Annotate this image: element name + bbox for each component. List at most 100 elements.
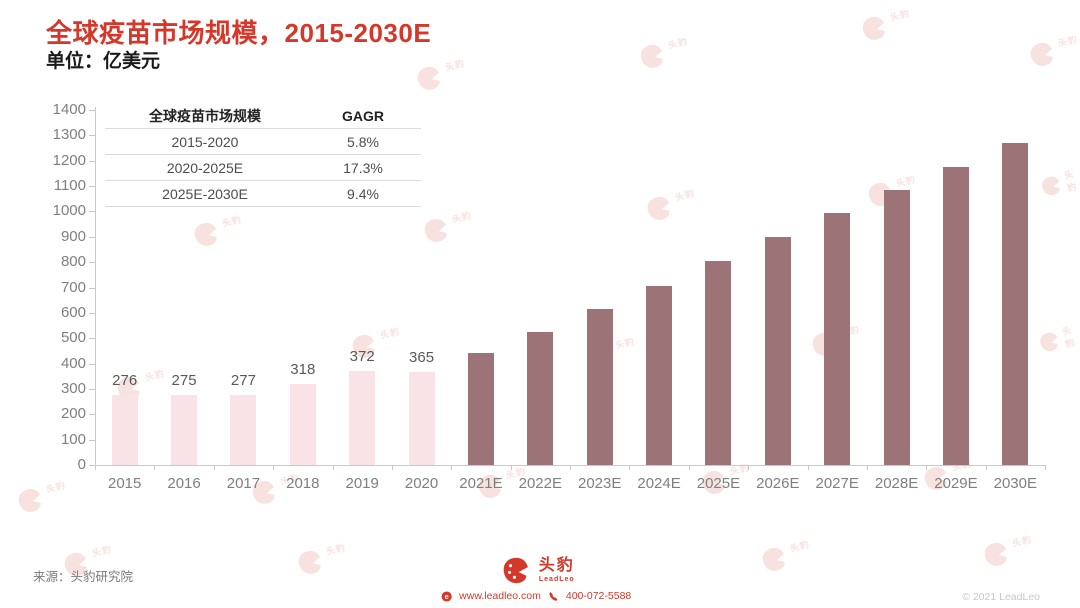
bar-2016 [171,395,198,465]
x-tick-label: 2023E [578,475,622,492]
x-tick [451,465,453,470]
y-tick-label: 700 [60,278,86,296]
y-tick [89,338,95,340]
y-tick-label: 500 [60,329,86,347]
x-tick [510,465,512,470]
y-tick-label: 1200 [52,151,86,169]
leadleo-logo: 头豹 LeadLeo [501,556,575,585]
x-tick-label: 2016 [167,475,201,492]
y-tick [89,186,95,188]
x-tick [154,465,156,470]
x-tick-label: 2024E [637,475,681,492]
x-tick-label: 2027E [815,475,859,492]
y-tick [89,414,95,416]
x-tick [273,465,275,470]
bar-2029E [942,167,969,465]
y-tick-label: 300 [60,379,86,397]
cagr-table-row: 2020-2025E 17.3% [105,155,421,181]
x-tick [1045,465,1046,470]
cagr-table-row: 2015-2020 5.8% [105,129,421,155]
bar-2025E [705,261,732,465]
cagr-table-header-metric: 全球疫苗市场规模 [149,107,261,124]
footer-phone: 400-072-5588 [565,590,632,602]
bar-2030E [1002,143,1029,465]
cagr-table-row: 2025E-2030E 9.4% [105,181,421,207]
x-tick [95,465,96,470]
bar-value-label: 275 [171,372,197,389]
x-tick [391,465,393,470]
y-tick [89,465,95,466]
x-tick-label: 2021E [459,475,503,492]
y-tick [89,262,95,264]
bar-2018 [289,384,316,465]
chart-title: 全球疫苗市场规模，2015-2030E [46,18,432,48]
bar-2017 [230,395,257,465]
y-tick-label: 200 [60,405,86,423]
bar-value-label: 318 [290,361,316,378]
globe-icon: e [441,590,452,602]
x-tick-label: 2015 [108,475,142,492]
y-tick [89,211,95,213]
y-tick-label: 900 [60,227,86,245]
y-tick-label: 1300 [52,126,86,144]
copyright: © 2021 LeadLeo [962,591,1040,603]
y-tick-label: 0 [77,456,86,473]
x-tick-label: 2019 [345,475,379,492]
bar-2024E [646,286,673,465]
cagr-period: 2015-2020 [171,133,239,150]
bar-2021E [467,353,494,465]
bar-2020 [408,372,435,465]
logo-text-en: LeadLeo [538,576,575,583]
x-tick [985,465,987,470]
x-tick-label: 2025E [696,475,741,492]
y-tick-label: 100 [60,430,86,448]
y-tick-label: 1400 [52,101,86,118]
unit-label: 单位：亿美元 [46,51,161,72]
footer-contact: e www.leadleo.com 400-072-5588 [441,590,631,602]
x-tick-label: 2028E [874,475,919,492]
phone-icon [548,591,559,602]
x-tick-label: 2020 [404,475,439,492]
bar-value-label: 276 [112,372,138,389]
bar-2028E [883,190,910,465]
bar-2019 [349,371,376,465]
cagr-value: 9.4% [347,185,379,202]
x-tick [926,465,928,470]
bar-2027E [824,213,851,465]
y-tick [89,363,95,365]
y-tick [89,388,95,390]
y-tick-label: 400 [60,354,86,372]
x-tick [629,465,631,470]
x-tick [570,465,571,470]
y-tick-label: 1000 [52,202,86,220]
y-tick-label: 1100 [53,177,86,195]
y-tick-label: 600 [60,303,86,321]
x-tick [332,465,334,470]
x-tick [213,465,215,470]
cagr-table: 全球疫苗市场规模 GAGR 2015-2020 5.8% 2020-2025E … [105,103,421,207]
y-axis [95,107,96,466]
bar-value-label: 277 [230,372,256,389]
y-tick [89,236,95,238]
bar-2022E [527,332,554,465]
bar-value-label: 372 [349,348,375,365]
cagr-period: 2020-2025E [166,159,244,176]
svg-text:e: e [445,591,449,600]
logo-text-cn: 头豹 [538,557,575,574]
bar-value-label: 365 [409,349,435,366]
y-tick [89,160,95,162]
x-tick [688,465,690,470]
y-tick [89,439,95,441]
x-tick-label: 2022E [518,475,562,492]
bar-2026E [764,237,791,465]
cagr-table-header-gagr: GAGR [342,107,384,124]
x-tick-label: 2030E [993,475,1037,492]
bar-2015 [111,395,138,465]
x-tick [866,465,868,470]
leopard-logo-icon [501,556,534,585]
y-tick [89,135,95,137]
y-tick [89,110,95,111]
x-tick-label: 2017 [226,475,261,492]
cagr-period: 2025E-2030E [162,185,248,202]
